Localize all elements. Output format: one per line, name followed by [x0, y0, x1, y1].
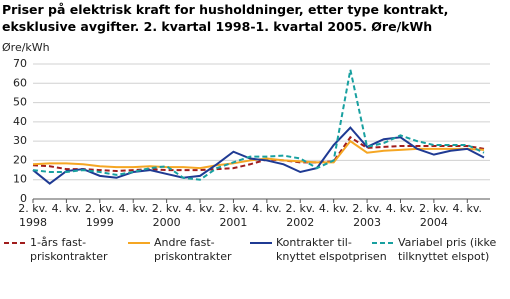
x-year-label: 2003	[353, 216, 381, 229]
x-tick-label: 4. kv.	[118, 202, 148, 215]
y-tick-label: 30	[13, 134, 27, 147]
legend-label: 1-års fast- priskontrakter	[30, 236, 108, 263]
legend-label: Andre fast- priskontrakter	[154, 236, 232, 263]
x-tick-label: 2. kv.	[152, 202, 182, 215]
x-tick-label: 4. kv.	[52, 202, 82, 215]
series-line	[32, 69, 485, 181]
x-tick-label: 4. kv.	[252, 202, 282, 215]
x-year-label: 2002	[286, 216, 314, 229]
y-tick-label: 60	[13, 76, 27, 89]
y-tick-label: 50	[13, 96, 27, 109]
x-tick-label: 4. kv.	[386, 202, 416, 215]
chart-title: Priser på elektrisk kraft for husholdnin…	[2, 2, 449, 34]
x-tick-label: 4. kv.	[319, 202, 349, 215]
x-tick-label: 2. kv.	[286, 202, 316, 215]
x-year-label: 2004	[420, 216, 448, 229]
series-line	[32, 135, 485, 173]
y-axis-label: Øre/kWh	[2, 41, 50, 54]
y-tick-label: 10	[13, 173, 27, 186]
y-tick-label: 70	[13, 57, 27, 70]
x-year-label: 1998	[19, 216, 47, 229]
x-year-label: 2000	[153, 216, 181, 229]
legend-label: Variabel pris (ikke tilknyttet elspot)	[398, 236, 497, 263]
y-tick-label: 20	[13, 153, 27, 166]
x-tick-label: 2. kv.	[419, 202, 449, 215]
x-year-label: 2001	[219, 216, 247, 229]
series-line	[32, 126, 485, 185]
y-tick-label: 40	[13, 115, 27, 128]
x-tick-label: 2. kv.	[352, 202, 382, 215]
x-tick-label: 2. kv.	[219, 202, 249, 215]
x-year-label: 1999	[86, 216, 114, 229]
x-tick-label: 4. kv.	[185, 202, 215, 215]
x-tick-label: 2. kv.	[85, 202, 115, 215]
legend-label: Kontrakter til- knyttet elspotprisen	[276, 236, 387, 263]
x-tick-label: 4. kv.	[453, 202, 483, 215]
x-tick-label: 2. kv.	[18, 202, 48, 215]
y-tick-label: 0	[20, 192, 27, 205]
